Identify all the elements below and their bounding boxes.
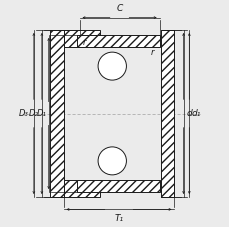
Text: r: r bbox=[150, 48, 153, 57]
Text: D₁: D₁ bbox=[37, 109, 47, 118]
Text: d₁: d₁ bbox=[191, 109, 201, 118]
Text: r: r bbox=[83, 38, 86, 47]
Polygon shape bbox=[77, 180, 159, 192]
Polygon shape bbox=[77, 35, 159, 47]
Text: d: d bbox=[185, 109, 191, 118]
Text: D₂: D₂ bbox=[28, 109, 38, 118]
Polygon shape bbox=[50, 30, 63, 197]
Polygon shape bbox=[63, 30, 99, 47]
Text: C: C bbox=[116, 4, 122, 13]
Text: D₃: D₃ bbox=[19, 109, 29, 118]
Polygon shape bbox=[160, 30, 174, 197]
Circle shape bbox=[98, 52, 126, 80]
Circle shape bbox=[98, 147, 126, 175]
Polygon shape bbox=[63, 180, 99, 197]
Text: T₁: T₁ bbox=[114, 214, 123, 223]
